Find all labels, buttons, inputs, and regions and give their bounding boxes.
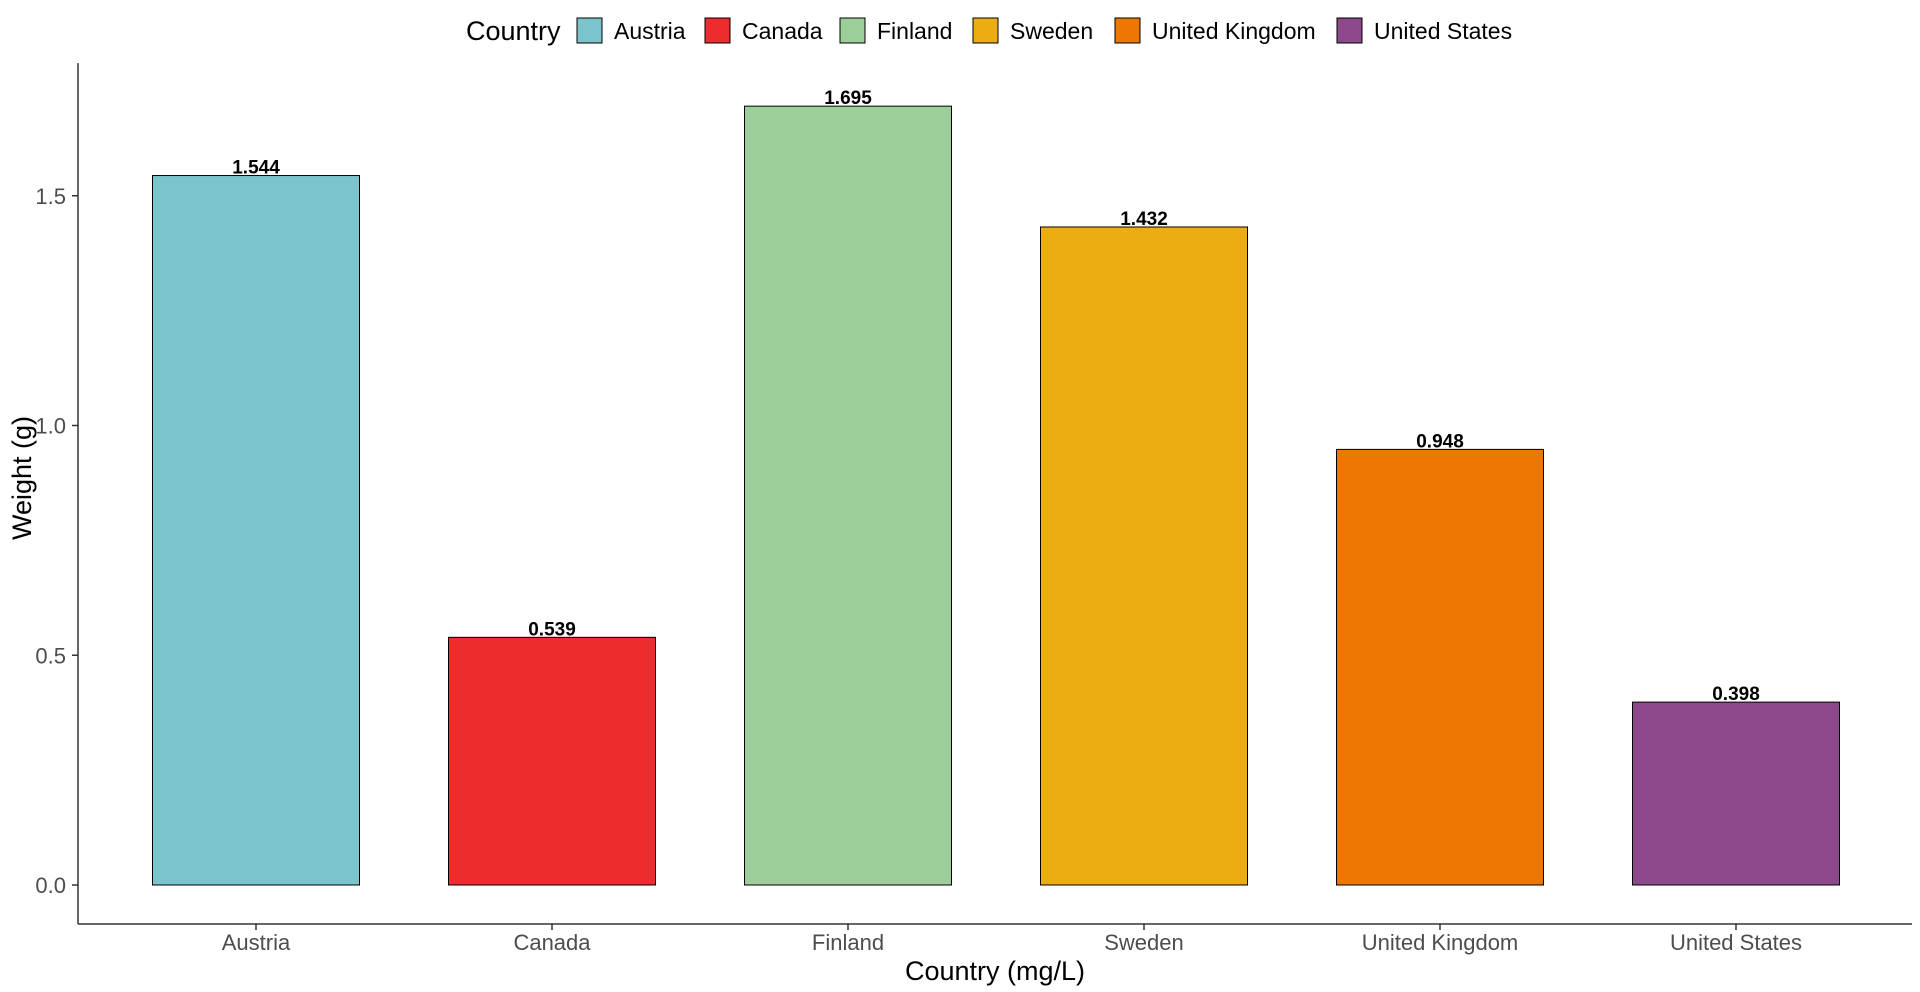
y-tick-label: 1.5 [35,184,66,209]
legend-swatch [839,17,866,44]
x-tick-label: United Kingdom [1362,930,1519,955]
y-tick-label: 1.0 [35,414,66,439]
y-tick-label: 0.5 [35,643,66,668]
legend-entry-sweden: Sweden [972,17,1093,44]
legend-label: Sweden [1010,18,1093,44]
legend-swatch [1114,17,1141,44]
legend-label: Austria [614,18,686,44]
data-label: 0.948 [1416,431,1464,452]
legend-swatch [1336,17,1363,44]
x-tick-label: United States [1670,930,1802,955]
x-tick-label: Austria [222,930,291,955]
bar-austria [152,175,360,886]
data-label: 1.695 [824,88,872,109]
data-label: 0.398 [1712,684,1760,705]
y-axis-title: Weight (g) [7,416,37,540]
legend-label: United Kingdom [1152,18,1316,44]
legend-swatch [704,17,731,44]
legend-swatch [972,17,999,44]
legend-entry-finland: Finland [839,17,952,44]
bars [152,105,1840,886]
bar-united-states [1632,701,1840,886]
legend-entry-austria: Austria [576,17,686,44]
legend-entry-canada: Canada [704,17,823,44]
bar-finland [744,105,952,886]
legend-swatch [576,17,603,44]
bar-united-kingdom [1336,448,1544,886]
legend-entry-united-kingdom: United Kingdom [1114,17,1316,44]
y-tick-label: 0.0 [35,873,66,898]
x-axis-title: Country (mg/L) [905,956,1085,986]
legend-label: Finland [877,18,952,44]
legend-label: United States [1374,18,1512,44]
bar-sweden [1040,226,1248,886]
axes: 0.0 0.5 1.0 1.5 Austria Canada Finland Sweden Un… [35,63,1912,955]
data-label: 0.539 [528,619,576,640]
x-tick-label: Finland [812,930,884,955]
legend-entry-united-states: United States [1336,17,1512,44]
data-label: 1.432 [1120,209,1168,230]
x-tick-label: Sweden [1104,930,1184,955]
data-labels: 1.544 0.539 1.695 1.432 0.948 0.398 [232,88,1760,705]
data-label: 1.544 [232,158,280,179]
legend: Country Austria Canada Finland Sweden United… [466,16,1512,46]
x-tick-label: Canada [513,930,591,955]
bar-canada [448,636,656,886]
legend-title: Country [466,16,561,46]
legend-label: Canada [742,18,823,44]
